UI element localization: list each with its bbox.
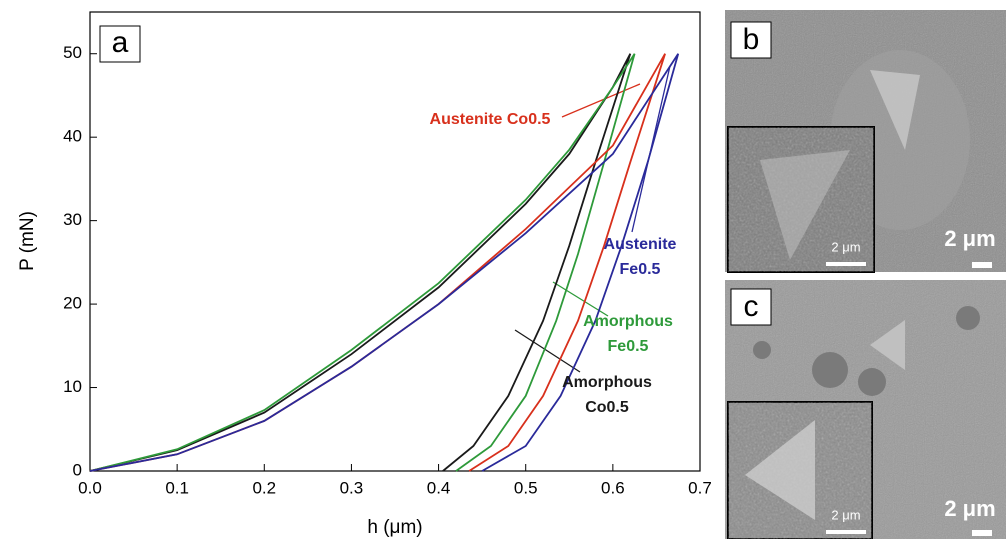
inset-scale-label: 2 μm [831, 239, 860, 254]
inset-indent [745, 420, 815, 520]
y-tick-label: 30 [63, 210, 82, 229]
x-tick-label: 0.2 [252, 478, 276, 497]
panel-label-box [99, 25, 141, 63]
annotation: Amorphous [583, 313, 673, 330]
panel-label: a [112, 26, 129, 59]
panel-label: b [743, 23, 760, 56]
particle [956, 306, 980, 330]
particle [753, 341, 771, 359]
y-axis-label: P (mN) [17, 211, 38, 271]
x-tick-label: 0.3 [340, 478, 364, 497]
plot-frame [89, 11, 701, 472]
x-tick-label: 0.6 [601, 478, 625, 497]
inset-scale-bar [826, 530, 866, 534]
panel-label: c [744, 290, 759, 323]
annotation: Amorphous [562, 374, 652, 391]
annotation: Fe0.5 [608, 338, 649, 355]
inset-scale-bar [826, 262, 866, 266]
panel-b: b 2 μm 2 μm [725, 10, 1006, 273]
x-tick-label: 0.7 [688, 478, 712, 497]
indent [870, 320, 905, 370]
panel-c: c 2 μm 2 μm [725, 280, 1006, 539]
x-tick-label: 0.1 [165, 478, 189, 497]
annotation: Austenite Co0.5 [430, 111, 551, 128]
series-line [89, 53, 666, 472]
annotation: Fe0.5 [620, 261, 661, 278]
annotation: Austenite [604, 236, 677, 253]
y-tick-label: 0 [73, 460, 82, 479]
annotation: Co0.5 [585, 399, 629, 416]
series-line [89, 53, 680, 472]
scale-bar-label: 2 μm [944, 496, 995, 521]
x-axis-label: h (μm) [367, 517, 422, 538]
scale-bar [972, 262, 992, 268]
particle [812, 352, 848, 388]
particle [858, 368, 886, 396]
scale-bar-label: 2 μm [944, 226, 995, 251]
inset-scale-label: 2 μm [831, 507, 860, 522]
indent [870, 70, 920, 150]
arrow [514, 329, 581, 373]
x-tick-label: 0.0 [78, 478, 102, 497]
y-tick-label: 40 [63, 127, 82, 146]
x-tick-label: 0.5 [514, 478, 538, 497]
y-tick-label: 20 [63, 294, 82, 313]
arrow [561, 83, 641, 118]
y-tick-label: 10 [63, 377, 82, 396]
y-tick-label: 50 [63, 43, 82, 62]
x-tick-label: 0.4 [427, 478, 451, 497]
series-line [89, 53, 636, 472]
inset-indent [760, 150, 850, 260]
scale-bar [972, 530, 992, 536]
panel-label-box [730, 288, 772, 326]
panel-label-box [730, 21, 772, 59]
